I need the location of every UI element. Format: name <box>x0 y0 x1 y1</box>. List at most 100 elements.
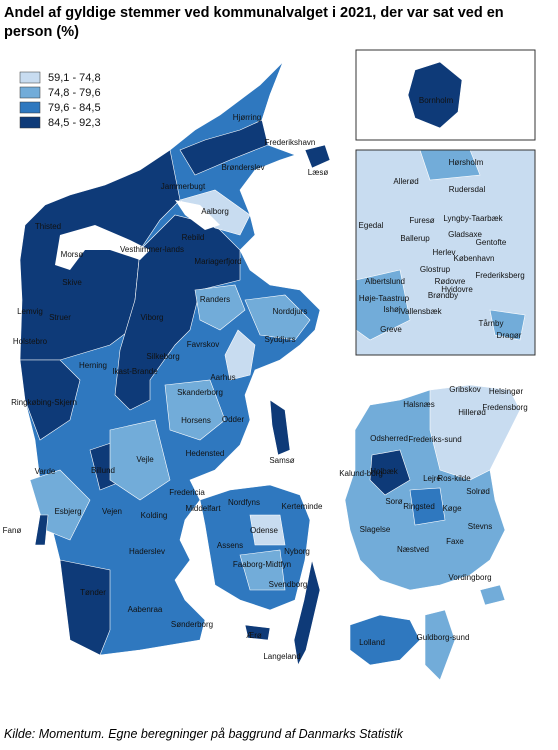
municipality-label: Lejre <box>423 474 441 483</box>
municipality-label: Rødovre <box>435 277 466 286</box>
inset-frame <box>355 49 536 141</box>
region <box>479 584 506 606</box>
municipality-label: Slagelse <box>360 525 391 534</box>
municipality-label: Herlev <box>432 248 455 257</box>
municipality-label: Viborg <box>141 313 164 322</box>
municipality-label: Holbæk <box>370 467 399 476</box>
region <box>19 359 81 441</box>
region <box>224 329 256 381</box>
municipality-label: Ballerup <box>400 234 430 243</box>
municipality-label: Favrskov <box>187 340 219 349</box>
municipality-label: Silkeborg <box>146 352 179 361</box>
municipality-label: Frederiks-sund <box>408 435 461 444</box>
municipality-label: Ringsted <box>403 502 435 511</box>
region <box>244 624 271 641</box>
region <box>194 284 246 331</box>
municipality-label: Morsø <box>61 250 84 259</box>
municipality-label: Aarhus <box>210 373 235 382</box>
municipality-label: Vejle <box>136 455 154 464</box>
municipality-label: Aalborg <box>201 207 229 216</box>
region <box>369 449 411 496</box>
water <box>55 225 150 270</box>
region <box>424 609 456 681</box>
legend-swatch <box>19 86 41 99</box>
municipality-label: Frederiksberg <box>475 271 524 280</box>
region <box>489 309 526 341</box>
municipality-label: Rudersdal <box>449 185 486 194</box>
municipality-label: Allerød <box>393 177 418 186</box>
municipality-label: Svendborg <box>269 580 308 589</box>
municipality-label: Hvidovre <box>441 285 473 294</box>
municipality-label: Esbjerg <box>54 507 81 516</box>
municipality-label: Hillerød <box>458 408 486 417</box>
legend-label: 79,6 - 84,5 <box>48 102 101 114</box>
region <box>349 614 421 666</box>
region <box>304 144 331 169</box>
municipality-label: Nyborg <box>284 547 310 556</box>
municipality-label: Syddjurs <box>264 335 295 344</box>
municipality-label: Hjørring <box>233 113 261 122</box>
municipality-label: Faxe <box>446 537 464 546</box>
legend-swatch <box>19 71 41 84</box>
municipality-label: Gentofte <box>476 238 507 247</box>
municipality-label: Bornholm <box>419 96 454 105</box>
region <box>244 294 311 341</box>
municipality-label: Billund <box>91 466 115 475</box>
municipality-label: Randers <box>200 295 230 304</box>
municipality-label: Ærø <box>246 631 262 640</box>
municipality-label: Greve <box>380 325 402 334</box>
municipality-label: Lyngby-Taarbæk <box>443 214 503 223</box>
municipality-label: Vallensbæk <box>400 307 442 316</box>
municipality-label: Rebild <box>182 233 205 242</box>
region <box>409 487 446 526</box>
municipality-label: Thisted <box>35 222 61 231</box>
municipality-label: Køge <box>442 504 462 513</box>
legend-swatch <box>19 101 41 114</box>
municipality-label: Brønderslev <box>221 163 264 172</box>
region <box>109 419 171 501</box>
municipality-label: Kerteminde <box>282 502 323 511</box>
municipality-label: Stevns <box>468 522 492 531</box>
municipality-label: Sønderborg <box>171 620 213 629</box>
municipality-label: Nordfyns <box>228 498 260 507</box>
title: Andel af gyldige stemmer ved kommunalval… <box>4 5 504 40</box>
source: Kilde: Momentum. Egne beregninger på bag… <box>4 727 403 741</box>
municipality-label: Helsingør <box>489 387 524 396</box>
municipality-label: Lemvig <box>17 307 43 316</box>
municipality-label: Aabenraa <box>128 605 163 614</box>
municipality-label: Haderslev <box>129 547 165 556</box>
municipality-label: Solrød <box>466 487 490 496</box>
municipality-label: Halsnæs <box>403 400 435 409</box>
municipality-label: Horsens <box>181 416 211 425</box>
municipality-label: Odense <box>250 526 279 535</box>
municipality-label: Hedensted <box>186 449 225 458</box>
municipality-label: Skanderborg <box>177 388 223 397</box>
region <box>249 514 286 546</box>
municipality-label: Læsø <box>308 168 329 177</box>
water <box>175 200 220 230</box>
region <box>429 384 521 481</box>
region <box>293 559 321 666</box>
legend-label: 84,5 - 92,3 <box>48 117 101 129</box>
legend-swatch <box>19 116 41 129</box>
municipality-label: Samsø <box>269 456 294 465</box>
municipality-label: Vejen <box>102 507 122 516</box>
municipality-label: Brøndby <box>428 291 458 300</box>
municipality-label: Ikast-Brande <box>112 367 158 376</box>
municipality-label: Tårnby <box>479 319 504 328</box>
municipality-label: Hørsholm <box>449 158 484 167</box>
municipality-label: Glostrup <box>420 265 451 274</box>
municipality-label: Gribskov <box>449 385 481 394</box>
municipality-label: Varde <box>35 467 56 476</box>
legend-label: 59,1 - 74,8 <box>48 72 101 84</box>
municipality-label: Kalund-borg <box>339 469 383 478</box>
municipality-label: Vordingborg <box>448 573 491 582</box>
municipality-label: Assens <box>217 541 243 550</box>
municipality-label: Odder <box>222 415 245 424</box>
municipality-label: Gladsaxe <box>448 230 482 239</box>
municipality-label: Odsherred <box>370 434 408 443</box>
municipality-label: Jammerbugt <box>161 182 206 191</box>
inset-frame <box>355 149 536 356</box>
region <box>34 514 49 546</box>
